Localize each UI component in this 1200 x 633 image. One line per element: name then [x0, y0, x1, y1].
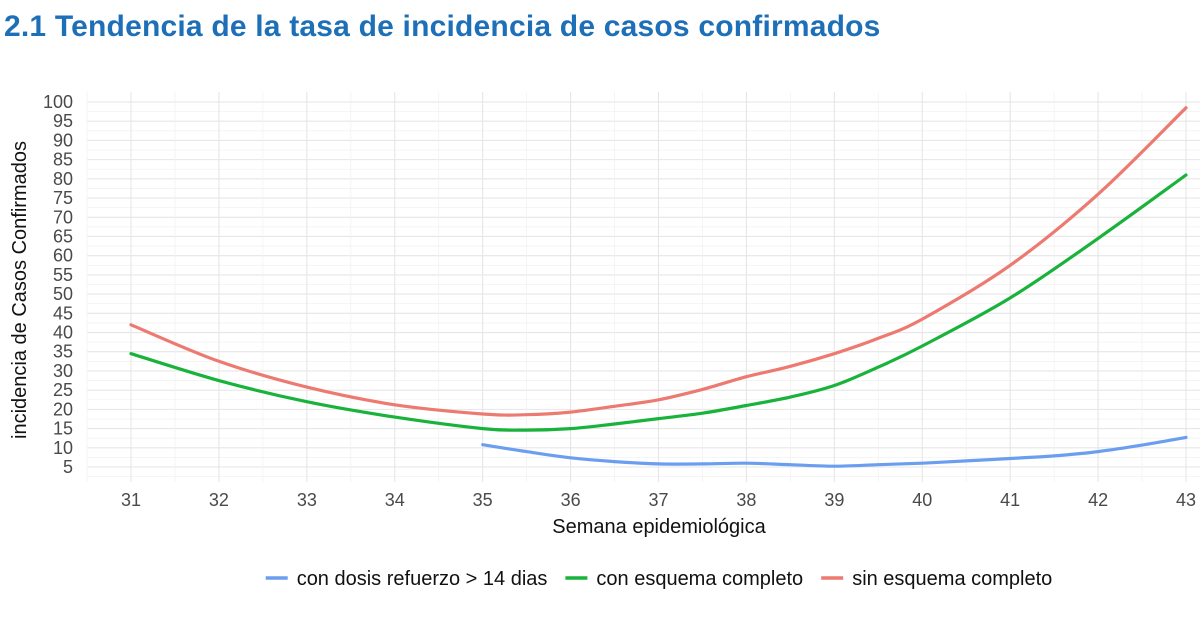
y-tick-label: 90 [53, 130, 73, 150]
x-tick-label: 37 [648, 490, 668, 510]
y-tick-label: 25 [53, 380, 73, 400]
x-tick-label: 42 [1088, 490, 1108, 510]
legend-label-2: con esquema completo [596, 568, 803, 590]
x-tick-label: 38 [736, 490, 756, 510]
x-tick-label: 35 [473, 490, 493, 510]
y-tick-label: 85 [53, 150, 73, 170]
x-tick-label: 36 [561, 490, 581, 510]
y-tick-label: 50 [53, 284, 73, 304]
y-tick-label: 95 [53, 111, 73, 131]
y-tick-label: 20 [53, 399, 73, 419]
y-tick-label: 70 [53, 207, 73, 227]
series-line-2 [129, 173, 1188, 432]
y-tick-label: 5 [63, 457, 73, 477]
y-tick-label: 55 [53, 265, 73, 285]
x-tick-label: 32 [209, 490, 229, 510]
y-tick-label: 15 [53, 419, 73, 439]
x-tick-label: 40 [912, 490, 932, 510]
x-axis-ticks: 31 32 33 34 35 36 37 38 39 40 41 42 43 [121, 490, 1196, 510]
x-tick-label: 31 [121, 490, 141, 510]
legend-label-1: con dosis refuerzo > 14 dias [297, 568, 548, 590]
y-tick-label: 35 [53, 342, 73, 362]
y-axis-title: incidencia de Casos Confirmados [9, 141, 31, 439]
series-line-1 [481, 435, 1188, 468]
x-tick-label: 41 [1000, 490, 1020, 510]
x-axis-title: Semana epidemiológica [552, 516, 766, 538]
y-tick-label: 80 [53, 169, 73, 189]
y-tick-label: 45 [53, 303, 73, 323]
plot-background [87, 92, 1200, 482]
x-tick-label: 34 [385, 490, 405, 510]
y-tick-label: 60 [53, 246, 73, 266]
y-tick-label: 100 [43, 92, 73, 112]
legend-label-3: sin esquema completo [852, 568, 1052, 590]
y-tick-label: 10 [53, 438, 73, 458]
y-tick-label: 65 [53, 226, 73, 246]
y-tick-label: 75 [53, 188, 73, 208]
x-tick-label: 39 [824, 490, 844, 510]
series-line-3 [129, 106, 1188, 417]
section-heading: 2.1 Tendencia de la tasa de incidencia d… [4, 10, 881, 43]
y-tick-label: 40 [53, 323, 73, 343]
legend: con dosis refuerzo > 14 dias con esquema … [265, 568, 1052, 590]
y-tick-label: 30 [53, 361, 73, 381]
x-tick-label: 33 [297, 490, 317, 510]
x-tick-label: 43 [1176, 490, 1196, 510]
series-lines [129, 106, 1188, 468]
